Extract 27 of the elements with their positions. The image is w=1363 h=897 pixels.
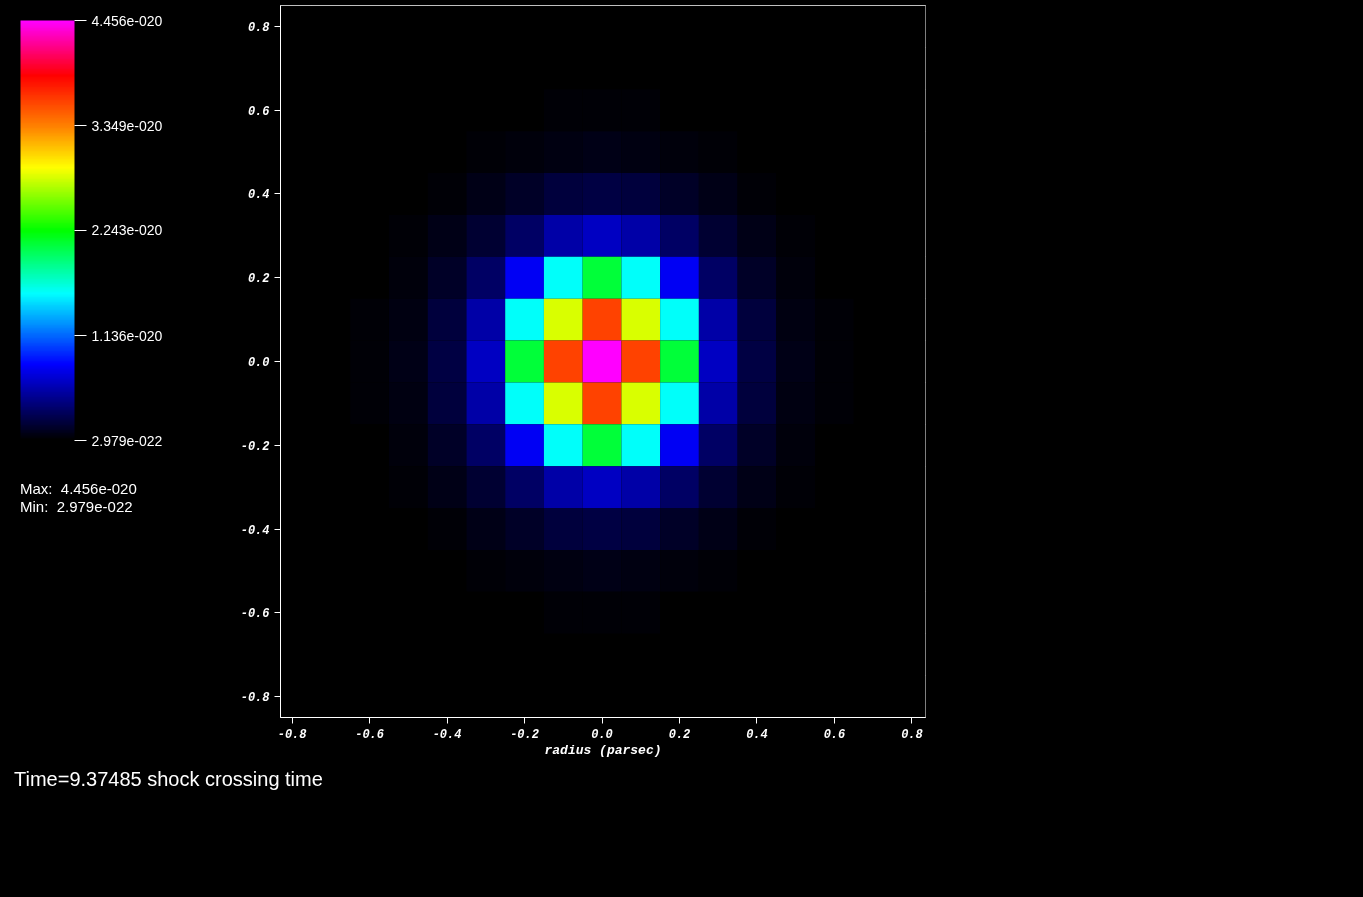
x-tick-label: 0.0 [591,727,613,742]
x-tick-label: -0.4 [432,727,462,742]
color-bar-label: 2.979e-022 [91,432,163,449]
y-tick-label: 0.4 [247,188,270,203]
color-bar-label: 4.456e-020 [91,12,163,29]
y-tick-label: 0.2 [247,272,270,287]
y-tick-label: 0.8 [247,20,270,35]
text: Min: 2.979e-022 [20,498,133,516]
y-tick-label: -0.6 [240,607,270,622]
text: Time=9.37485 shock crossing time [14,768,323,790]
x-tick-label: 0.2 [668,727,691,742]
text: Max: 4.456e-020 [20,480,137,498]
color-bar-label: 2.243e-020 [91,222,163,239]
color-bar-label: 1.136e-020 [91,327,163,344]
x-tick-label: -0.6 [355,727,385,742]
x-tick-label: 0.6 [823,727,846,742]
x-tick-label: 0.4 [746,727,768,742]
x-axis-title: radius (parsec) [544,742,662,758]
y-tick-label: -0.4 [240,523,270,538]
x-tick-label: -0.2 [510,727,539,742]
y-tick-label: 0.6 [247,104,270,119]
x-tick-label: 0.8 [901,727,923,742]
color-bar-label: 3.349e-020 [91,117,163,134]
y-tick-label: -0.8 [240,691,270,706]
y-tick-label: 0.0 [247,356,270,370]
y-tick-label: -0.2 [240,439,270,454]
x-tick-label: -0.8 [277,727,307,742]
